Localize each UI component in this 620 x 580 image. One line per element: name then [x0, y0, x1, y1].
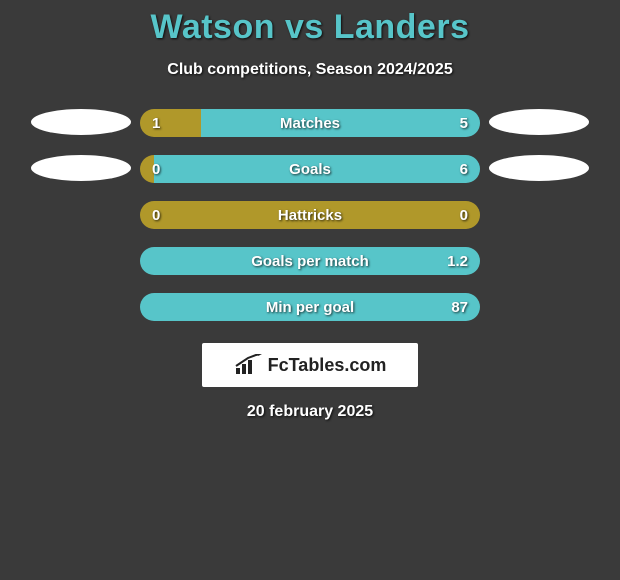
- stat-label: Goals: [140, 155, 480, 183]
- left-badge-slot: [26, 201, 136, 229]
- stat-row: 87Min per goal: [26, 293, 594, 321]
- stat-row: 00Hattricks: [26, 201, 594, 229]
- right-badge-slot: [484, 247, 594, 275]
- stat-label: Min per goal: [140, 293, 480, 321]
- subtitle: Club competitions, Season 2024/2025: [167, 61, 452, 79]
- stat-bar: 87Min per goal: [140, 293, 480, 321]
- stat-label: Goals per match: [140, 247, 480, 275]
- stat-bar: 06Goals: [140, 155, 480, 183]
- left-badge-slot: [26, 293, 136, 321]
- right-badge-slot: [484, 109, 594, 137]
- stat-bar: 15Matches: [140, 109, 480, 137]
- comparison-card: Watson vs Landers Club competitions, Sea…: [0, 0, 620, 421]
- left-badge-slot: [26, 247, 136, 275]
- stat-label: Matches: [140, 109, 480, 137]
- stat-label: Hattricks: [140, 201, 480, 229]
- team-badge-left: [31, 155, 131, 181]
- stat-bar: 1.2Goals per match: [140, 247, 480, 275]
- stat-row: 06Goals: [26, 155, 594, 183]
- stat-bar: 00Hattricks: [140, 201, 480, 229]
- stat-row: 15Matches: [26, 109, 594, 137]
- right-badge-slot: [484, 293, 594, 321]
- team-badge-right: [489, 109, 589, 135]
- team-badge-left: [31, 109, 131, 135]
- right-badge-slot: [484, 155, 594, 183]
- logo-text: FcTables.com: [268, 355, 387, 376]
- stat-row: 1.2Goals per match: [26, 247, 594, 275]
- right-badge-slot: [484, 201, 594, 229]
- stats-area: 15Matches 06Goals 00Hattricks 1.2Goals per …: [26, 109, 594, 339]
- left-badge-slot: [26, 109, 136, 137]
- page-title: Watson vs Landers: [151, 8, 470, 47]
- date-label: 20 february 2025: [247, 403, 373, 421]
- logo-box[interactable]: FcTables.com: [202, 343, 418, 387]
- left-badge-slot: [26, 155, 136, 183]
- chart-icon: [234, 354, 262, 376]
- team-badge-right: [489, 155, 589, 181]
